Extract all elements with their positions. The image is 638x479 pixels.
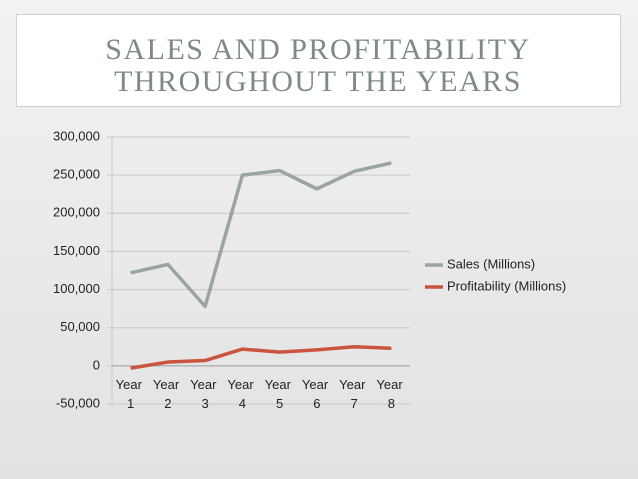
x-tick-label: Year 1 bbox=[116, 377, 146, 411]
x-tick-label: Year 7 bbox=[339, 377, 369, 411]
series-line bbox=[130, 161, 392, 309]
legend-label: Sales (Millions) bbox=[447, 256, 535, 271]
series-line bbox=[130, 345, 392, 370]
y-tick-label: 50,000 bbox=[60, 319, 100, 334]
y-tick-label: 200,000 bbox=[53, 205, 100, 220]
y-tick-label: 250,000 bbox=[53, 167, 100, 182]
x-tick-label: Year 2 bbox=[153, 377, 183, 411]
y-tick-label: 0 bbox=[93, 357, 100, 372]
chart-title: SALES AND PROFITABILITY bbox=[105, 33, 530, 66]
title-box bbox=[16, 14, 621, 107]
x-tick-label: Year 5 bbox=[265, 377, 295, 411]
y-tick-label: -50,000 bbox=[56, 395, 100, 410]
y-tick-label: 150,000 bbox=[53, 243, 100, 258]
y-tick-label: 100,000 bbox=[53, 281, 100, 296]
legend-label: Profitability (Millions) bbox=[447, 278, 566, 293]
chart-title: THROUGHOUT THE YEARS bbox=[114, 65, 522, 98]
x-tick-label: Year 6 bbox=[302, 377, 332, 411]
x-tick-label: Year 8 bbox=[376, 377, 406, 411]
x-tick-label: Year 4 bbox=[227, 377, 257, 411]
x-tick-label: Year 3 bbox=[190, 377, 220, 411]
y-tick-label: 300,000 bbox=[53, 128, 100, 143]
